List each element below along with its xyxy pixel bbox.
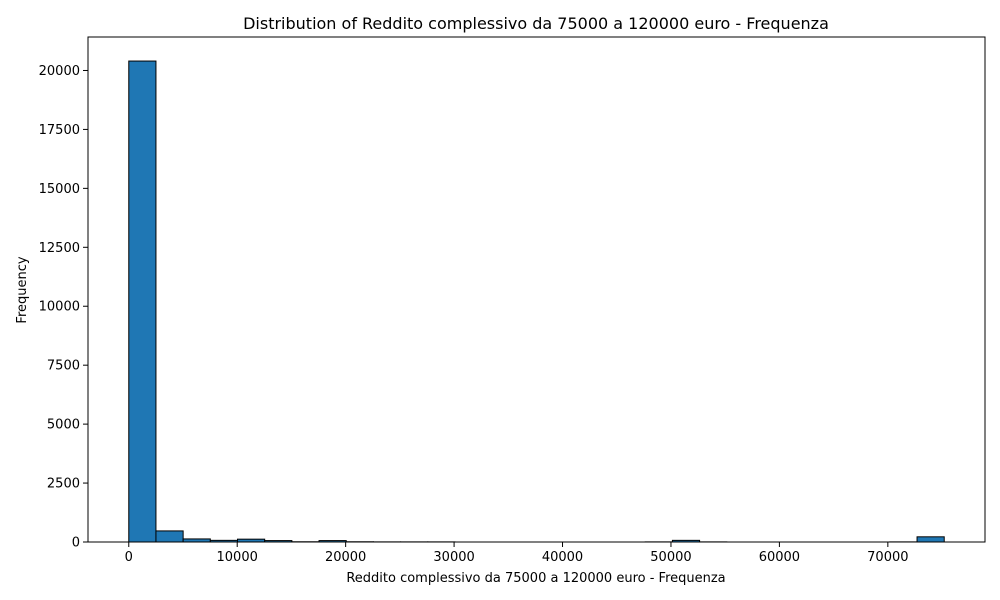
x-axis-label: Reddito complessivo da 75000 a 120000 eu… bbox=[346, 571, 725, 586]
y-tick-label-4: 10000 bbox=[39, 300, 80, 315]
x-axis-ticks: 0 10000 20000 30000 40000 50000 60000 70000 bbox=[125, 542, 909, 565]
y-tick-label-1: 2500 bbox=[47, 477, 80, 492]
plot-frame bbox=[87, 36, 986, 543]
y-tick-label-0: 0 bbox=[72, 536, 80, 551]
histogram-bar-0 bbox=[128, 60, 157, 543]
y-tick-label-8: 20000 bbox=[39, 64, 80, 79]
x-tick-label-7: 70000 bbox=[867, 550, 908, 565]
x-tick-label-0: 0 bbox=[125, 550, 133, 565]
y-tick-label-2: 5000 bbox=[47, 418, 80, 433]
histogram-bar-1 bbox=[155, 530, 184, 543]
x-tick-label-3: 30000 bbox=[433, 550, 474, 565]
y-tick-label-5: 12500 bbox=[39, 241, 80, 256]
bars-group bbox=[128, 60, 945, 543]
x-tick-label-5: 50000 bbox=[650, 550, 691, 565]
x-tick-label-4: 40000 bbox=[542, 550, 583, 565]
y-tick-label-7: 17500 bbox=[39, 123, 80, 138]
chart-title: Distribution of Reddito complessivo da 7… bbox=[243, 14, 829, 33]
y-tick-label-3: 7500 bbox=[47, 359, 80, 374]
x-tick-label-6: 60000 bbox=[759, 550, 800, 565]
x-tick-label-1: 10000 bbox=[217, 550, 258, 565]
y-axis-ticks: 0 2500 5000 7500 10000 12500 15000 17500 20000 bbox=[39, 64, 88, 551]
x-tick-label-2: 20000 bbox=[325, 550, 366, 565]
y-axis-label: Frequency bbox=[15, 256, 30, 323]
histogram-bar-29 bbox=[916, 536, 945, 543]
y-tick-label-6: 15000 bbox=[39, 182, 80, 197]
